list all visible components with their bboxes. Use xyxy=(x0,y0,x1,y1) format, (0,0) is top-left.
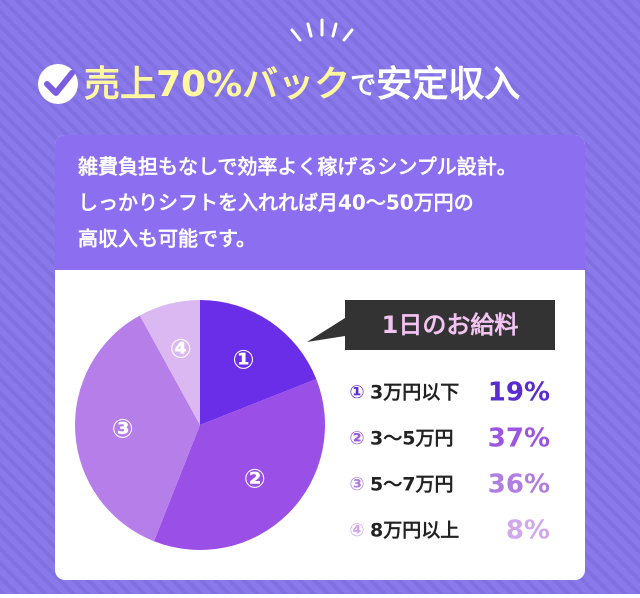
legend-marker: ② xyxy=(349,428,364,449)
pie-slice xyxy=(75,315,200,542)
title-rest: 安定収入 xyxy=(376,64,520,105)
slice-marker: ④ xyxy=(170,334,192,364)
description-line: 雑費負担もなしで効率よく稼げるシンプル設計。 xyxy=(77,155,517,179)
check-icon xyxy=(38,64,78,104)
chart-title: 1日のお給料 xyxy=(382,311,519,339)
value-label: 19% xyxy=(488,378,550,408)
legend-label: 8万円以上 xyxy=(370,520,459,542)
pie-slice xyxy=(153,378,326,550)
legend-label: 3万円以下 xyxy=(370,382,459,404)
slice-marker: ③ xyxy=(112,414,134,444)
title-joiner: で xyxy=(350,71,376,101)
legend-marker: ③ xyxy=(349,474,364,495)
value-label: 37% xyxy=(488,424,550,454)
slice-marker: ① xyxy=(233,345,255,375)
slice-marker: ② xyxy=(244,464,266,494)
legend-label: 3〜5万円 xyxy=(370,428,453,450)
title-highlight: 売上70%バック xyxy=(84,64,350,105)
description-line: 高収入も可能です。 xyxy=(78,227,256,251)
pie-slice xyxy=(139,300,200,425)
legend-marker: ① xyxy=(349,382,364,403)
legend: ① 3万円以下 19% ② 3〜5万円 37% ③ 5〜7万円 36% ④ 8万円以上 8% xyxy=(349,378,550,546)
value-label: 8% xyxy=(506,516,550,546)
description-line: しっかりシフトを入れれば月40〜50万円の xyxy=(78,191,474,215)
pie: ① ② ③ ④ xyxy=(75,300,326,550)
legend-label: 5〜7万円 xyxy=(370,474,453,496)
title: 売上70%バックで安定収入 xyxy=(84,64,520,105)
description-panel xyxy=(55,135,585,270)
sparkle xyxy=(290,18,354,42)
callout-box xyxy=(307,300,555,350)
legend-marker: ④ xyxy=(349,520,364,541)
pie-slice xyxy=(200,300,317,425)
value-label: 36% xyxy=(488,470,550,500)
